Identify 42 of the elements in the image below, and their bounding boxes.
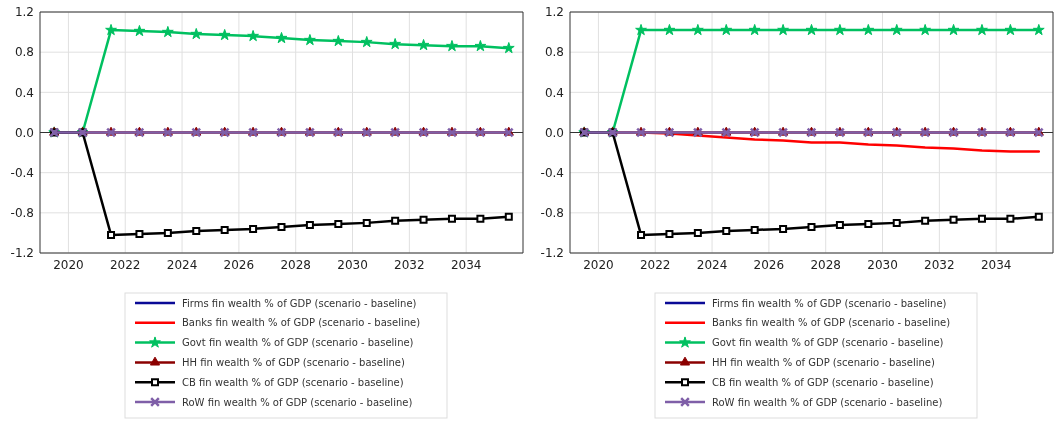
legend-label: Banks fin wealth % of GDP (scenario - baseline) (182, 317, 421, 329)
y-tick-label: -1.2 (10, 246, 34, 261)
y-tick-label: 1.2 (14, 5, 34, 20)
legend-label: Govt fin wealth % of GDP (scenario - baseline) (712, 337, 944, 349)
x-tick-label: 2028 (810, 258, 841, 272)
y-tick-label: 0.8 (14, 45, 34, 60)
legend-label: Firms fin wealth % of GDP (scenario - baseline) (182, 297, 417, 309)
y-tick-label: -0.8 (540, 206, 564, 221)
y-tick-label: -0.4 (10, 165, 34, 180)
y-tick-label: 0.4 (544, 85, 564, 100)
x-tick-label: 2022 (639, 258, 671, 272)
x-tick-label: 2024 (696, 258, 728, 272)
x-tick-label: 2022 (109, 258, 141, 272)
y-tick-label: 0.0 (544, 125, 564, 140)
legend-label: HH fin wealth % of GDP (scenario - baseline) (182, 356, 405, 368)
y-tick-label: 1.2 (544, 5, 564, 20)
x-tick-label: 2020 (53, 258, 84, 272)
legend-label: RoW fin wealth % of GDP (scenario - baseline) (182, 396, 413, 408)
legend-label: Firms fin wealth % of GDP (scenario - baseline) (712, 297, 947, 309)
x-tick-label: 2030 (337, 258, 368, 272)
x-tick-label: 2026 (753, 258, 785, 272)
y-tick-label: -1.2 (540, 246, 564, 261)
legend-label: RoW fin wealth % of GDP (scenario - baseline) (712, 396, 943, 408)
legend-label: Banks fin wealth % of GDP (scenario - baseline) (712, 317, 951, 329)
x-tick-label: 2032 (924, 258, 955, 272)
x-tick-label: 2034 (450, 258, 482, 272)
x-tick-label: 2030 (867, 258, 898, 272)
x-tick-label: 2020 (583, 258, 614, 272)
x-tick-label: 2034 (980, 258, 1012, 272)
x-tick-label: 2024 (166, 258, 198, 272)
x-tick-label: 2028 (280, 258, 311, 272)
y-tick-label: 0.8 (544, 45, 564, 60)
y-tick-label: 0.0 (14, 125, 34, 140)
y-tick-label: -0.8 (10, 206, 34, 221)
legend-label: CB fin wealth % of GDP (scenario - baseline) (182, 376, 404, 388)
x-tick-label: 2026 (223, 258, 255, 272)
legend-label: Govt fin wealth % of GDP (scenario - baseline) (182, 337, 414, 349)
legend-label: HH fin wealth % of GDP (scenario - baseline) (712, 356, 935, 368)
y-tick-label: 0.4 (14, 85, 34, 100)
y-tick-label: -0.4 (540, 165, 564, 180)
legend-label: CB fin wealth % of GDP (scenario - baseline) (712, 376, 934, 388)
x-tick-label: 2032 (394, 258, 425, 272)
